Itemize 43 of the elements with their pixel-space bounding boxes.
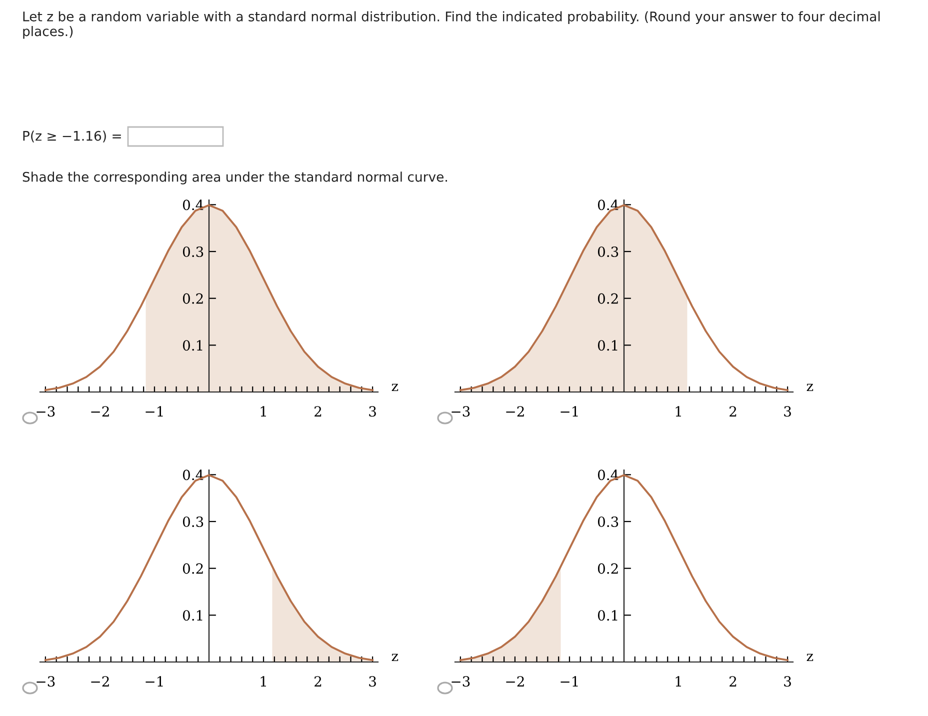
x-axis-title: z: [806, 384, 814, 392]
x-tick-label: 1: [676, 406, 681, 416]
text: P(z ≥ −1.16) =: [23, 130, 121, 142]
x-tick-label: 2: [314, 676, 322, 686]
y-tick-label: 0.3: [598, 246, 618, 257]
y-tick-label: 0.1: [598, 610, 618, 621]
x-tick-label: −1: [146, 406, 163, 416]
text: Let z be a random variable with a standard normal distribution. Find the indicated probability. (Round your answer to four decimal places.): [23, 11, 880, 39]
y-tick-label: 0.2: [182, 563, 203, 574]
y-tick-label: 0.1: [182, 610, 202, 621]
x-tick-label: −3: [36, 406, 55, 417]
y-tick-label: 0.2: [182, 293, 203, 304]
x-tick-label: −2: [506, 676, 524, 686]
x-tick-label: 2: [314, 406, 322, 416]
x-tick-label: −3: [36, 676, 55, 687]
y-tick-label: 0.1: [598, 340, 618, 351]
x-tick-label: −1: [146, 676, 163, 686]
x-tick-label: 3: [369, 676, 376, 687]
x-axis-title: z: [806, 654, 814, 662]
x-tick-label: −1: [560, 406, 578, 416]
x-tick-label: −1: [560, 676, 578, 686]
y-tick-label: 0.3: [598, 516, 618, 527]
y-tick-label: 0.1: [182, 340, 202, 351]
x-tick-label: 1: [676, 676, 681, 686]
x-axis-title: z: [392, 384, 398, 392]
x-tick-label: −2: [91, 406, 109, 416]
x-tick-label: 1: [260, 676, 266, 686]
y-tick-label: 0.3: [182, 246, 204, 257]
x-tick-label: 3: [784, 676, 791, 687]
x-tick-label: 1: [260, 406, 266, 416]
text: Shade the corresponding area under the standard normal curve.: [22, 172, 447, 184]
x-tick-label: 3: [369, 406, 376, 417]
x-axis-title: z: [392, 654, 398, 662]
x-tick-label: 2: [730, 406, 736, 416]
y-tick-label: 0.2: [598, 563, 618, 574]
x-tick-label: −3: [452, 406, 470, 417]
y-tick-label: 0.2: [598, 293, 618, 304]
x-tick-label: 2: [730, 676, 736, 686]
x-tick-label: −2: [91, 676, 109, 686]
x-tick-label: −2: [506, 406, 524, 416]
x-tick-label: 3: [784, 406, 791, 417]
x-tick-label: −3: [452, 676, 470, 687]
y-tick-label: 0.3: [182, 516, 204, 527]
